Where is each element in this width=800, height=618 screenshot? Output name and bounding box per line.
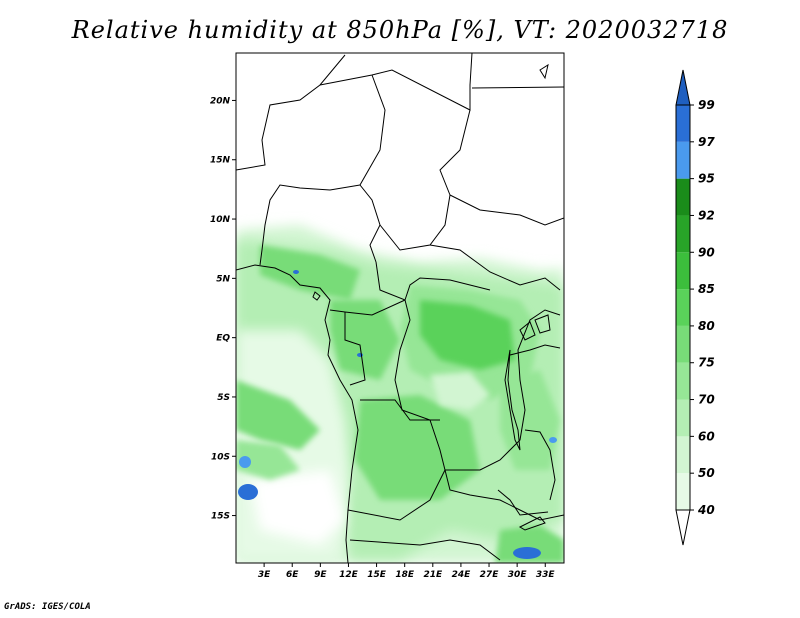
colorbar-label: 95 bbox=[698, 172, 715, 186]
colorbar-label: 99 bbox=[698, 98, 715, 112]
colorbar-label: 85 bbox=[698, 282, 715, 296]
colorbar-label: 40 bbox=[697, 503, 715, 517]
colorbar-bin bbox=[676, 289, 690, 326]
colorbar-bin bbox=[675, 509, 691, 546]
colorbar-label: 70 bbox=[698, 393, 715, 407]
colorbar-label: 50 bbox=[698, 466, 715, 480]
colorbar-label: 90 bbox=[698, 245, 715, 259]
colorbar-bin bbox=[676, 105, 690, 142]
colorbar-bin bbox=[676, 215, 690, 253]
colorbar-bin bbox=[676, 178, 690, 216]
latitude-axis: 20N 15N 10N 5N EQ 5S 10S 15S bbox=[210, 96, 236, 522]
lon-tick-label: 15E bbox=[367, 570, 387, 580]
colorbar-label: 80 bbox=[698, 319, 715, 333]
lat-tick-label: 10S bbox=[211, 452, 230, 462]
colorbar-bin bbox=[675, 69, 691, 106]
lat-tick-label: 15S bbox=[211, 512, 230, 522]
colorbar-label: 97 bbox=[698, 135, 715, 149]
lat-tick-label: EQ bbox=[216, 334, 230, 344]
colorbar-label: 60 bbox=[698, 429, 715, 443]
colorbar-bin bbox=[676, 362, 690, 400]
lat-tick-label: 5N bbox=[216, 274, 230, 284]
colorbar-frame bbox=[675, 104, 691, 511]
lon-tick-label: 3E bbox=[258, 570, 271, 580]
map-frame bbox=[235, 52, 565, 564]
colorbar-bin bbox=[676, 473, 690, 510]
lon-tick-label: 24E bbox=[452, 570, 472, 580]
lat-tick-label: 10N bbox=[210, 215, 231, 225]
colorbar: 40 50 60 70 75 80 85 90 92 95 97 99 bbox=[675, 69, 715, 546]
lat-tick-label: 20N bbox=[210, 96, 231, 106]
colorbar-bin bbox=[676, 325, 690, 363]
lon-tick-label: 18E bbox=[395, 570, 415, 580]
colorbar-bin bbox=[676, 141, 690, 179]
longitude-axis: 3E 6E 9E 12E 15E 18E 21E 24E 27E 30E 33E bbox=[258, 563, 556, 580]
colorbar-bin bbox=[676, 436, 690, 474]
lon-tick-label: 30E bbox=[508, 570, 528, 580]
borders bbox=[236, 53, 564, 563]
colorbar-bin bbox=[676, 252, 690, 290]
colorbar-bin bbox=[676, 399, 690, 437]
lon-tick-label: 6E bbox=[286, 570, 299, 580]
lon-tick-label: 21E bbox=[423, 570, 443, 580]
humidity-field bbox=[236, 53, 564, 563]
lat-tick-label: 5S bbox=[217, 393, 230, 403]
lon-tick-label: 12E bbox=[339, 570, 359, 580]
credit-label: GrADS: IGES/COLA bbox=[4, 602, 91, 612]
lon-tick-label: 9E bbox=[314, 570, 327, 580]
lakes bbox=[312, 63, 551, 531]
colorbar-label: 75 bbox=[698, 356, 715, 370]
chart-title: Relative humidity at 850hPa [%], VT: 202… bbox=[71, 16, 729, 44]
colorbar-label: 92 bbox=[698, 208, 715, 222]
lon-tick-label: 33E bbox=[536, 570, 556, 580]
lon-tick-label: 27E bbox=[480, 570, 500, 580]
lat-tick-label: 15N bbox=[210, 156, 231, 166]
